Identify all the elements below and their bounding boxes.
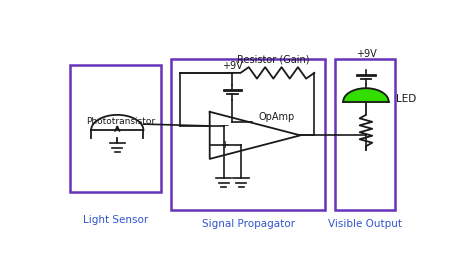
Text: OpAmp: OpAmp (258, 113, 295, 122)
Text: LED: LED (396, 94, 416, 104)
Text: Visible Output: Visible Output (328, 219, 402, 230)
Polygon shape (343, 88, 389, 102)
Text: +9V: +9V (356, 49, 376, 59)
Text: +: + (221, 140, 230, 150)
Text: Light Sensor: Light Sensor (83, 215, 148, 225)
Text: +9V: +9V (222, 61, 243, 71)
Text: Resistor (Gain): Resistor (Gain) (237, 55, 310, 65)
Text: Signal Propagator: Signal Propagator (202, 219, 295, 230)
Text: Phototransistor: Phototransistor (86, 117, 155, 126)
Text: −: − (221, 121, 230, 131)
